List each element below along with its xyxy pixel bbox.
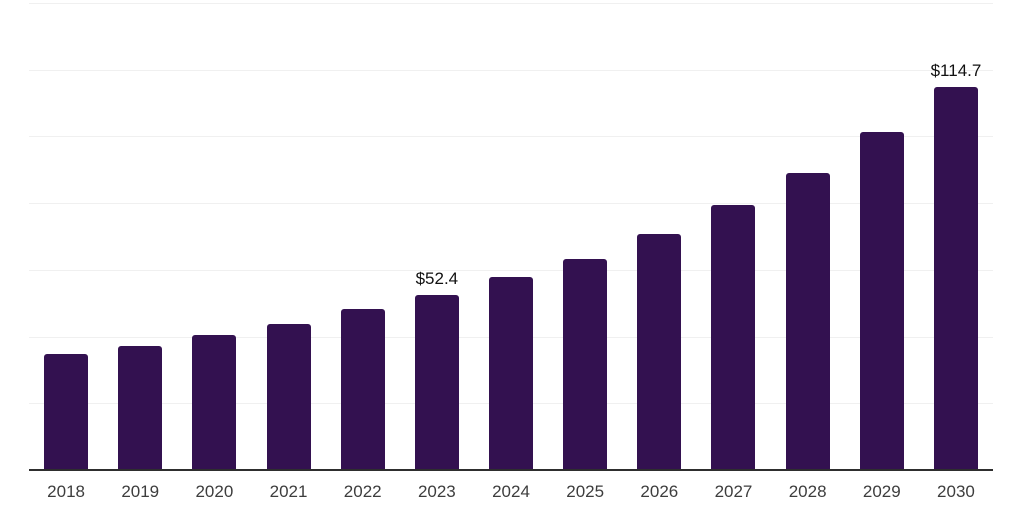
- bar-2028: [785, 172, 830, 470]
- gridline-140: [29, 3, 993, 4]
- bar-slot-2028: [771, 3, 845, 470]
- bar-slot-2023: $52.4: [400, 3, 474, 470]
- x-label-2024: 2024: [492, 482, 530, 501]
- x-label-2026: 2026: [640, 482, 679, 501]
- x-label-2019: 2019: [121, 482, 160, 501]
- bar-2025: [563, 259, 608, 470]
- bar-slot-2030: $114.7: [919, 3, 993, 470]
- bar-slot-2027: [696, 3, 770, 470]
- x-label-2022: 2022: [343, 482, 382, 501]
- x-label-2021: 2021: [269, 482, 308, 501]
- gridline-100: [29, 136, 993, 138]
- bar-2027: [711, 205, 756, 470]
- gridline-120: [29, 69, 993, 71]
- data-label-2023: $52.4: [415, 269, 459, 289]
- bar-slot-2025: [548, 3, 622, 470]
- bar-slot-2026: [622, 3, 696, 470]
- x-label-2030: 2030: [937, 482, 975, 501]
- x-axis-line: [29, 469, 993, 471]
- bar-slot-2021: [251, 3, 325, 470]
- bar-2020: [192, 335, 237, 470]
- x-axis-labels: 2018 2019 2020 2021 2022 2023 2024 2025 2026 2027…: [29, 480, 993, 504]
- bar-2029: [859, 132, 904, 470]
- gridline-60: [29, 269, 993, 271]
- bar-2018: [44, 354, 89, 470]
- bar-2019: [118, 346, 163, 470]
- bar-2023: [414, 295, 459, 470]
- bar-2026: [637, 234, 682, 470]
- x-label-2023: 2023: [417, 482, 456, 501]
- x-label-2020: 2020: [195, 482, 234, 501]
- bar-2021: [266, 324, 311, 470]
- bar-2022: [340, 309, 385, 470]
- bars-row: $52.4 $114.7: [29, 3, 993, 470]
- x-label-2025: 2025: [566, 482, 605, 501]
- bar-slot-2022: [326, 3, 400, 470]
- bar-slot-2029: [845, 3, 919, 470]
- x-label-2029: 2029: [862, 482, 901, 501]
- bar-slot-2018: [29, 3, 103, 470]
- bar-2024: [489, 277, 534, 470]
- plot-area: $52.4 $114.7: [29, 3, 993, 471]
- data-label-2030: $114.7: [930, 61, 982, 81]
- x-label-2018: 2018: [47, 482, 85, 501]
- x-label-2027: 2027: [714, 482, 753, 501]
- bar-slot-2024: [474, 3, 548, 470]
- bar-2030: [933, 87, 978, 470]
- x-label-2028: 2028: [788, 482, 827, 501]
- gridline-80: [29, 203, 993, 205]
- bar-slot-2020: [177, 3, 251, 470]
- bar-slot-2019: [103, 3, 177, 470]
